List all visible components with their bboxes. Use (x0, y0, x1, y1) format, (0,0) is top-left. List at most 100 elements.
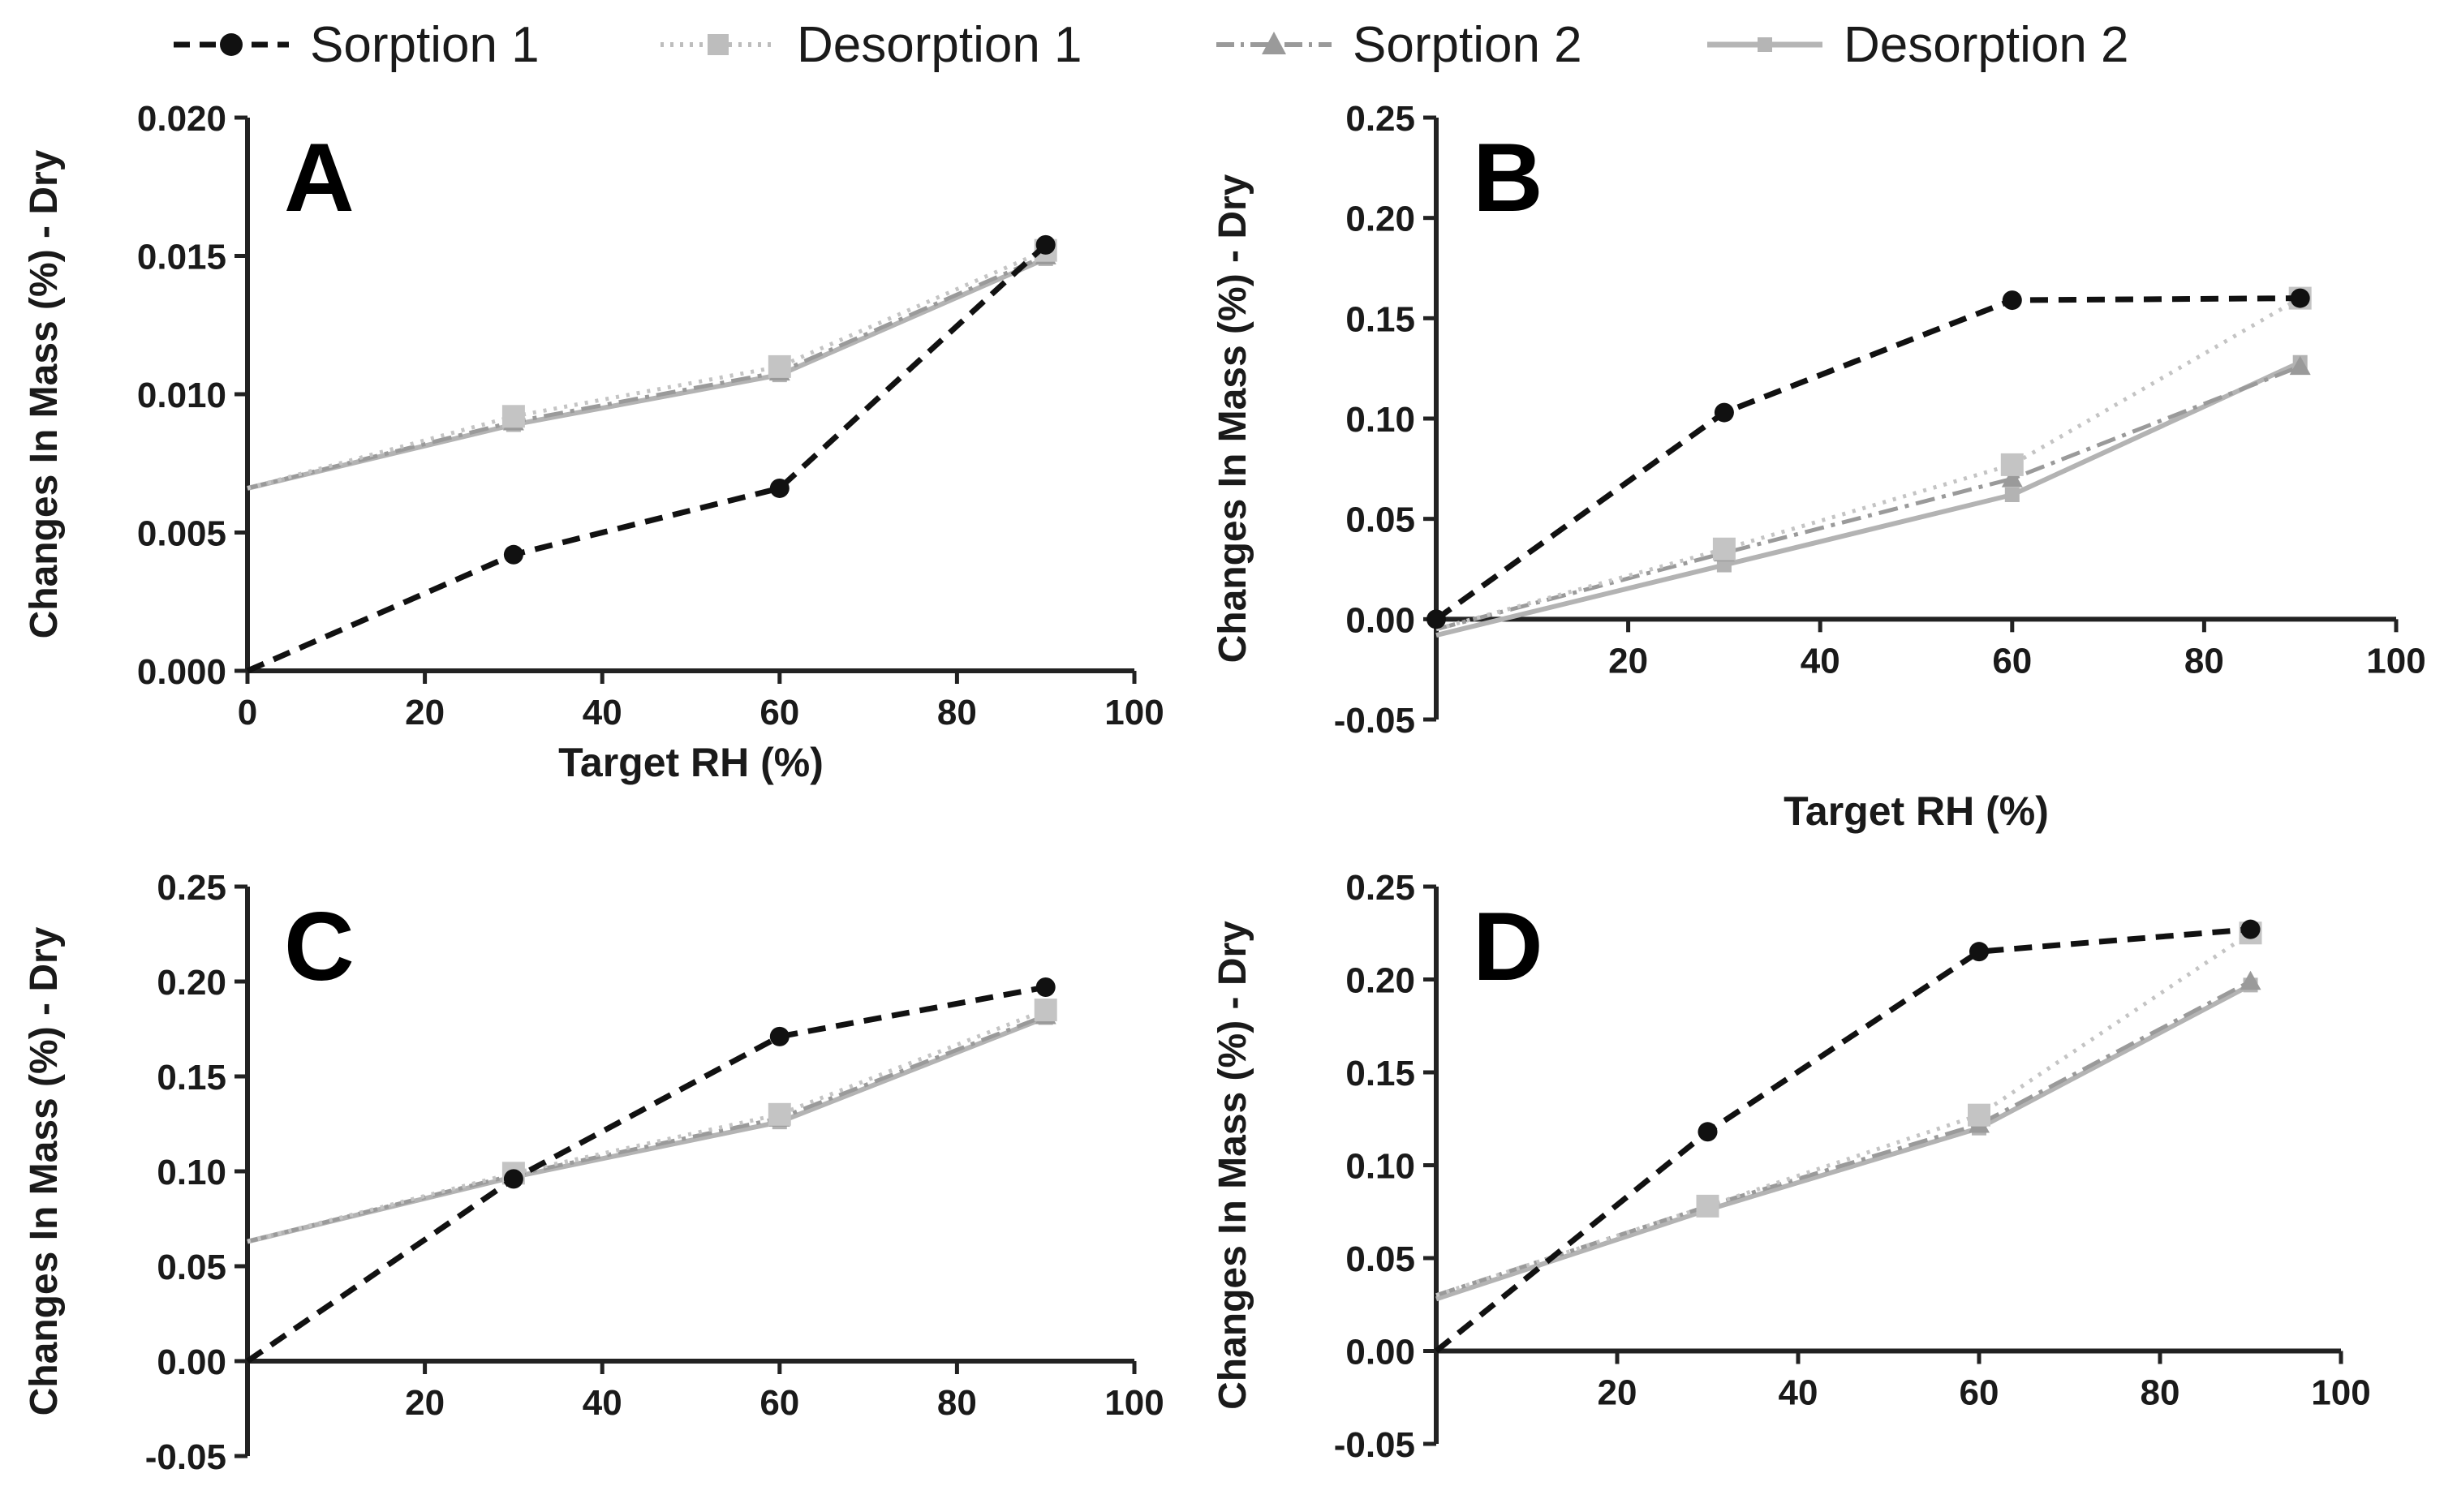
legend-label-desorption-1: Desorption 1 (797, 16, 1082, 73)
data-point-sorption-1-a-1 (503, 544, 523, 565)
y-axis-title-d: Changes In Mass (%) - Dry (1211, 921, 1254, 1410)
chart-panel-b: -0.05 0.00 0.05 0.10 0.15 0.20 0.25 20 40 60 80 100… (1211, 99, 2426, 834)
y-tick-label-b-2: 0.05 (1345, 500, 1415, 540)
series-line-sorption-1-c (246, 984, 1047, 1364)
data-point-desorption-1-c-3 (1034, 999, 1057, 1022)
x-tick-label-a-5: 100 (1104, 693, 1164, 732)
legend-swatch-sorption-2 (1216, 32, 1332, 54)
data-point-sorption-1-b-3 (2290, 288, 2310, 308)
y-tick-label-c-6: 0.25 (157, 868, 226, 908)
data-point-sorption-1-d-3 (2240, 919, 2261, 939)
data-point-sorption-2-b-2 (2001, 468, 2023, 488)
series-line-sorption-2-c (247, 1013, 1047, 1244)
x-tick-label-d-3: 80 (2141, 1373, 2180, 1413)
series-line-desorption-2-d (1435, 982, 2252, 1302)
data-point-sorption-2-b-3 (2289, 355, 2311, 376)
x-tick-label-c-3: 80 (937, 1383, 977, 1423)
data-point-desorption-1-b-1 (1712, 537, 1736, 561)
series-line-desorption-1-b (1435, 296, 2301, 632)
data-point-desorption-1-d-1 (1696, 1194, 1719, 1218)
series-line-sorption-2-d (1435, 979, 2252, 1298)
x-tick-label-c-2: 60 (759, 1383, 799, 1423)
y-tick-label-d-5: 0.20 (1345, 961, 1415, 1001)
series-line-desorption-2-b (1435, 360, 2301, 638)
x-axis-title-a: Target RH (%) (558, 740, 824, 785)
y-tick-label-a-1: 0.005 (137, 514, 226, 554)
x-tick-label-b-2: 60 (1992, 641, 2032, 681)
series-line-desorption-1-d (1435, 931, 2252, 1298)
y-tick-label-b-4: 0.15 (1345, 299, 1415, 339)
series-line-sorption-2-a (247, 254, 1047, 491)
y-tick-label-d-4: 0.15 (1345, 1054, 1415, 1093)
x-tick-label-d-2: 60 (1960, 1373, 1999, 1413)
y-tick-label-b-1: 0.00 (1345, 600, 1415, 640)
x-tick-label-b-1: 40 (1801, 641, 1840, 681)
y-tick-label-b-0: -0.05 (1334, 701, 1415, 741)
data-point-desorption-1-c-2 (768, 1102, 791, 1126)
series-line-sorption-1-a (246, 243, 1048, 674)
y-tick-label-d-1: 0.00 (1345, 1333, 1415, 1372)
x-tick-label-a-0: 0 (238, 693, 257, 732)
data-point-sorption-1-a-2 (769, 478, 790, 498)
series-line-desorption-2-a (247, 256, 1047, 491)
legend-item-desorption-1: Desorption 1 (657, 8, 1082, 81)
x-tick-label-d-1: 40 (1779, 1373, 1818, 1413)
chart-panel-d: -0.05 0.00 0.05 0.10 0.15 0.20 0.25 20 40 60 80 100… (1211, 868, 2371, 1465)
data-point-sorption-1-b-origin (1426, 609, 1446, 629)
data-point-desorption-2-b-2 (2004, 487, 2020, 502)
x-tick-label-c-1: 40 (583, 1383, 622, 1423)
data-point-sorption-2-d-3 (2240, 970, 2261, 990)
series-line-sorption-1-d (1434, 926, 2251, 1354)
y-tick-label-c-0: -0.05 (145, 1437, 226, 1477)
data-point-sorption-1-d-1 (1698, 1122, 1718, 1142)
y-tick-label-b-6: 0.25 (1345, 99, 1415, 139)
y-tick-label-a-4: 0.020 (137, 99, 226, 139)
y-tick-label-c-2: 0.05 (157, 1248, 226, 1287)
x-tick-label-b-3: 80 (2184, 641, 2224, 681)
x-tick-label-b-4: 100 (2366, 641, 2425, 681)
legend-label-sorption-2: Sorption 2 (1353, 16, 1582, 73)
legend-label-desorption-2: Desorption 2 (1844, 16, 2129, 73)
data-point-desorption-1-a-1 (501, 405, 525, 428)
x-tick-label-a-3: 60 (759, 693, 799, 732)
x-tick-label-c-0: 20 (405, 1383, 445, 1423)
x-tick-label-d-0: 20 (1598, 1373, 1637, 1413)
x-tick-label-a-4: 80 (937, 693, 977, 732)
y-tick-label-d-3: 0.10 (1345, 1147, 1415, 1187)
series-line-desorption-2-c (247, 1015, 1047, 1244)
x-tick-label-d-4: 100 (2311, 1373, 2370, 1413)
y-tick-label-a-3: 0.015 (137, 238, 226, 277)
legend-label-sorption-1: Sorption 1 (310, 16, 540, 73)
legend-swatch-desorption-1 (661, 34, 776, 55)
data-point-sorption-1-b-1 (1714, 402, 1734, 423)
data-point-desorption-1-a-2 (768, 354, 791, 378)
x-tick-label-b-0: 20 (1608, 641, 1648, 681)
x-axis-title-b: Target RH (%) (1784, 788, 2049, 834)
y-tick-label-a-2: 0.010 (137, 376, 226, 415)
series-line-desorption-1-c (247, 1007, 1047, 1244)
legend-item-sorption-2: Sorption 2 (1213, 8, 1582, 81)
y-tick-label-c-3: 0.10 (157, 1153, 226, 1192)
panel-letter-d: D (1473, 892, 1543, 1001)
series-line-sorption-1-b (1434, 295, 2300, 622)
legend-swatch-sorption-1 (174, 33, 289, 56)
data-point-desorption-1-b-2 (2000, 453, 2024, 476)
legend: Sorption 1 Desorption 1 Sorption 2 Desor… (0, 0, 2457, 89)
data-point-sorption-1-d-2 (1969, 942, 1989, 962)
data-point-sorption-1-c-2 (769, 1026, 790, 1046)
legend-item-sorption-1: Sorption 1 (170, 8, 540, 81)
panel-letter-b: B (1473, 123, 1543, 232)
data-point-sorption-1-c-1 (503, 1169, 523, 1189)
chart-panel-a: 0.000 0.005 0.010 0.015 0.020 0 20 40 60 80 100 Tar… (23, 99, 1164, 785)
legend-item-desorption-2: Desorption 2 (1704, 8, 2129, 81)
series-line-sorption-2-b (1435, 364, 2301, 632)
y-tick-label-b-3: 0.10 (1345, 400, 1415, 440)
panel-letter-a: A (284, 123, 355, 232)
y-tick-label-c-5: 0.20 (157, 963, 226, 1003)
y-tick-label-a-0: 0.000 (137, 652, 226, 692)
y-axis-title-a: Changes In Mass (%) - Dry (23, 149, 66, 638)
x-tick-label-a-1: 20 (405, 693, 445, 732)
x-tick-label-a-2: 40 (583, 693, 622, 732)
